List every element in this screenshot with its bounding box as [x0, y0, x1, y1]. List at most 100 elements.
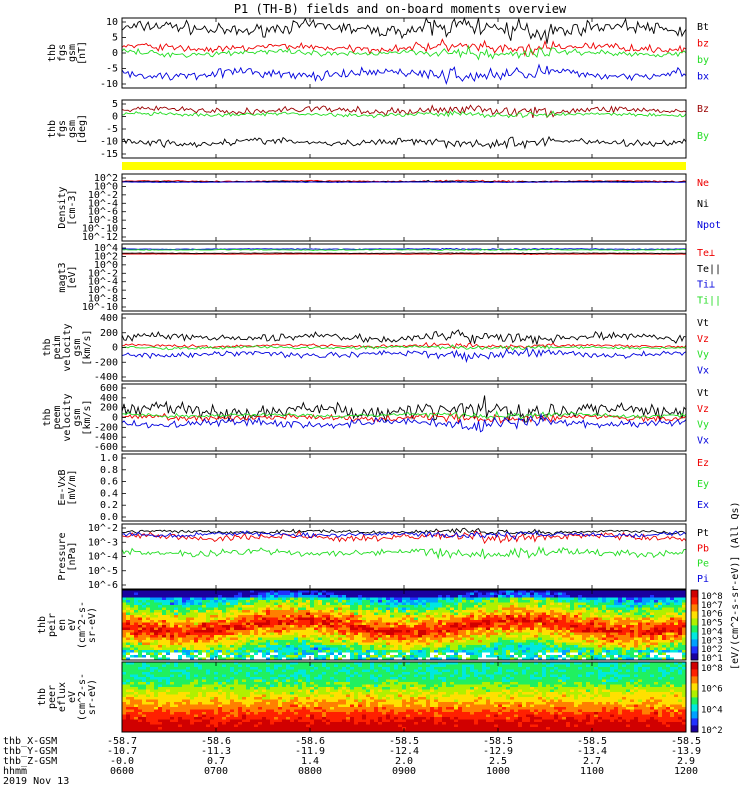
spectrogram-cell: [162, 645, 167, 648]
spectrogram-cell: [182, 652, 187, 656]
spectrogram-cell: [166, 657, 171, 661]
y-axis-label: peem: [52, 405, 63, 429]
spectrogram-cell: [214, 719, 219, 723]
spectrogram-cell: [278, 605, 283, 608]
spectrogram-cell: [590, 615, 595, 618]
y-tick-label: 600: [100, 383, 118, 394]
spectrogram-cell: [470, 645, 475, 648]
spectrogram-cell: [606, 625, 611, 628]
spectrogram-cell: [450, 605, 455, 608]
spectrogram-cell: [238, 607, 243, 611]
spectrogram-cell: [398, 645, 403, 648]
spectrogram-cell: [362, 645, 367, 648]
y-tick-label: 0.2: [100, 500, 118, 511]
spectrogram-cell: [450, 612, 455, 616]
spectrogram-cell: [322, 605, 327, 608]
spectrogram-cell: [334, 592, 339, 596]
spectrogram-cell: [366, 645, 371, 648]
spectrogram-cell: [598, 620, 603, 623]
spectrogram-cell: [126, 642, 131, 646]
spectrogram-cell: [162, 682, 167, 685]
spectrogram-cell: [246, 620, 251, 623]
spectrogram-cell: [570, 640, 575, 643]
spectrogram-cell: [370, 632, 375, 636]
colorbar-frame: [690, 589, 699, 661]
spectrogram-cell: [546, 620, 551, 623]
spectrogram-cell: [342, 625, 347, 628]
spectrogram-cell: [554, 647, 559, 651]
spectrogram-cell: [666, 625, 671, 628]
spectrogram-cell: [150, 667, 155, 670]
spectrogram-cell: [542, 645, 547, 648]
spectrogram-cell: [474, 592, 479, 596]
spectrogram-cell: [506, 630, 511, 633]
spectrogram-cell: [218, 694, 223, 698]
spectrogram-cell: [634, 642, 639, 646]
spectrogram-cell: [270, 592, 275, 596]
spectrogram-cell: [434, 607, 439, 611]
spectrogram-cell: [326, 605, 331, 608]
spectrogram-cell: [566, 642, 571, 646]
spectrogram-cell: [150, 642, 155, 646]
spectrogram-cell: [278, 615, 283, 618]
spectrogram-cell: [514, 650, 519, 653]
spectrogram-cell: [170, 719, 175, 723]
spectrogram-cell: [250, 627, 255, 631]
spectrogram-cell: [454, 617, 459, 621]
spectrogram-cell: [338, 625, 343, 628]
spectrogram-cell: [174, 635, 179, 638]
spectrogram-cell: [346, 630, 351, 633]
spectrogram-cell: [426, 640, 431, 643]
spectrogram-cell: [258, 647, 263, 651]
spectrogram-cell: [282, 655, 287, 658]
spectrogram-cell: [294, 590, 299, 593]
spectrogram-cell: [138, 602, 143, 606]
spectrogram-cell: [266, 652, 271, 656]
spectrogram-cell: [134, 707, 139, 710]
spectrogram-cell: [670, 615, 675, 618]
spectrogram-cell: [530, 617, 535, 621]
spectrogram-cell: [598, 645, 603, 648]
spectrogram-cell: [510, 597, 515, 601]
spectrogram-cell: [374, 642, 379, 646]
spectrogram-cell: [534, 612, 539, 616]
spectrogram-cell: [562, 615, 567, 618]
spectrogram-cell: [498, 600, 503, 603]
spectrogram-cell: [418, 640, 423, 643]
spectrogram-cell: [202, 627, 207, 631]
spectrogram-cell: [218, 622, 223, 626]
spectrogram-cell: [174, 597, 179, 601]
spectrogram-cell: [346, 612, 351, 616]
spectrogram-cell: [146, 605, 151, 608]
spectrogram-cell: [350, 595, 355, 598]
spectrogram-cell: [150, 687, 155, 690]
spectrogram-cell: [334, 610, 339, 613]
spectrogram-cell: [178, 645, 183, 648]
spectrogram-cell: [406, 635, 411, 638]
spectrogram-cell: [130, 722, 135, 725]
spectrogram-cell: [362, 595, 367, 598]
spectrogram-cell: [230, 595, 235, 598]
spectrogram-cell: [458, 617, 463, 621]
spectrogram-cell: [470, 625, 475, 628]
spectrogram-cell: [426, 617, 431, 621]
spectrogram-cell: [202, 630, 207, 633]
spectrogram-cell: [586, 635, 591, 638]
spectrogram-cell: [170, 630, 175, 633]
spectrogram-cell: [682, 655, 687, 658]
spectrogram-cell: [522, 602, 527, 606]
spectrogram-cell: [162, 697, 167, 700]
spectrogram-cell: [502, 637, 507, 641]
spectrogram-cell: [222, 637, 227, 641]
spectrogram-cell: [238, 620, 243, 623]
spectrogram-cell: [362, 637, 367, 641]
spectrogram-cell: [146, 627, 151, 631]
spectrogram-cell: [138, 729, 143, 733]
spectrogram-cell: [146, 630, 151, 633]
spectrogram-cell: [374, 640, 379, 643]
spectrogram-cell: [426, 655, 431, 658]
spectrogram-cell: [130, 602, 135, 606]
spectrogram-cell: [426, 605, 431, 608]
spectrogram-cell: [306, 605, 311, 608]
spectrogram-cell: [438, 640, 443, 643]
